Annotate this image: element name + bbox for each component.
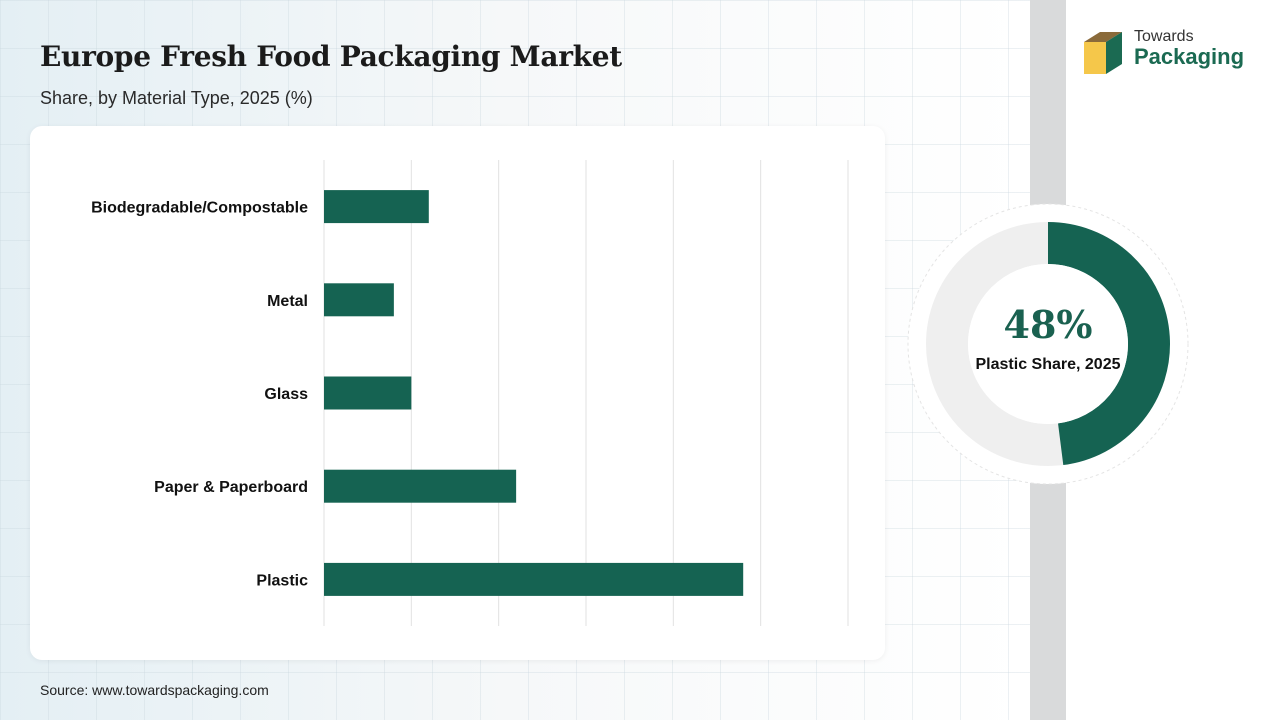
bar <box>324 283 394 317</box>
brand-logo: Towards Packaging <box>1082 28 1262 78</box>
category-label: Plastic <box>256 572 308 589</box>
donut-value: 48% <box>1003 302 1093 347</box>
logo-text-packaging: Packaging <box>1134 44 1245 69</box>
bar <box>324 469 517 503</box>
donut-center <box>968 264 1128 424</box>
category-label: Biodegradable/Compostable <box>91 200 308 217</box>
bar-chart-card: Biodegradable/Compostable Metal Glass Paper… <box>30 126 885 660</box>
logo-text-towards: Towards <box>1134 28 1194 45</box>
bar <box>324 562 744 596</box>
donut-chart <box>907 203 1189 485</box>
category-label: Paper & Paperboard <box>154 479 308 496</box>
donut-segment-plastic <box>1047 222 1170 466</box>
page-title: Europe Fresh Food Packaging Market <box>40 40 622 73</box>
category-label: Glass <box>264 386 308 403</box>
box-logo-icon <box>1084 32 1122 74</box>
plastic-share-donut: 48% Plastic Share, 2025 <box>906 202 1190 486</box>
source-note: Source: www.towardspackaging.com <box>40 682 269 698</box>
bar <box>324 376 412 410</box>
bar-chart: Biodegradable/Compostable Metal Glass Paper… <box>91 160 849 626</box>
category-label: Metal <box>267 293 308 310</box>
bar <box>324 190 429 224</box>
page-subtitle: Share, by Material Type, 2025 (%) <box>40 88 313 108</box>
donut-caption: Plastic Share, 2025 <box>975 356 1121 373</box>
